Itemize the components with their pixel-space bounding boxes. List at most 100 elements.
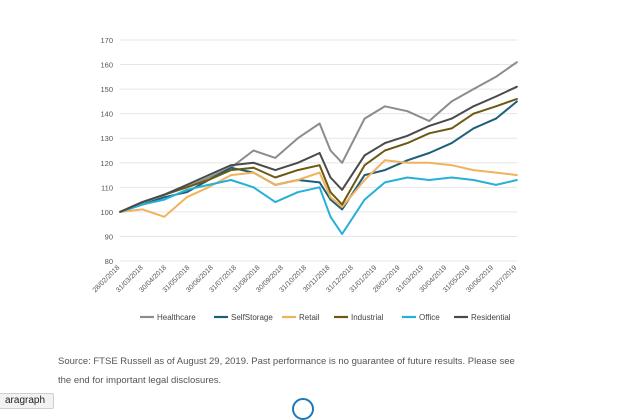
data-point-retail-19 (516, 174, 518, 176)
series-line-office (119, 176, 518, 235)
data-point-industrial-4 (207, 179, 210, 181)
data-point-residential-0 (119, 210, 121, 213)
data-point-selfstorage-9 (318, 181, 321, 184)
data-point-retail-1 (141, 208, 144, 211)
data-point-office-8 (296, 191, 299, 194)
data-point-industrial-8 (296, 169, 299, 172)
data-point-residential-14 (406, 134, 409, 137)
data-point-residential-1 (141, 201, 144, 203)
data-point-selfstorage-18 (495, 117, 497, 120)
data-point-residential-19 (516, 85, 518, 88)
data-point-industrial-15 (428, 132, 431, 135)
data-point-industrial-9 (318, 164, 321, 167)
legend-label-residential: Residential (471, 313, 511, 322)
data-point-residential-6 (252, 161, 255, 164)
data-point-industrial-10 (329, 191, 332, 194)
data-point-retail-10 (329, 196, 332, 199)
series-line-retail (119, 159, 518, 218)
data-point-retail-3 (185, 196, 188, 199)
data-point-healthcare-18 (495, 75, 497, 78)
data-point-healthcare-6 (252, 149, 255, 152)
data-point-selfstorage-2 (163, 196, 166, 199)
y-tick-label-80: 80 (105, 257, 113, 266)
data-point-healthcare-7 (274, 156, 277, 159)
caption-line-2: the end for important legal disclosures. (58, 375, 222, 386)
data-point-healthcare-15 (428, 120, 431, 122)
data-point-selfstorage-5 (230, 166, 232, 169)
y-tick-label-170: 170 (100, 36, 113, 45)
data-point-healthcare-17 (472, 88, 475, 91)
data-point-office-4 (207, 183, 210, 186)
data-point-retail-11 (341, 206, 343, 208)
data-point-retail-12 (363, 179, 366, 181)
source-caption: Source: FTSE Russell as of August 29, 20… (58, 352, 578, 390)
data-point-healthcare-8 (296, 137, 299, 140)
x-axis: 28/02/201831/03/201830/04/201831/05/2018… (92, 264, 519, 294)
data-point-residential-3 (185, 183, 188, 186)
data-point-industrial-7 (274, 176, 277, 179)
data-point-healthcare-16 (450, 100, 453, 103)
data-point-industrial-12 (363, 164, 366, 167)
y-tick-label-140: 140 (100, 110, 113, 119)
data-point-retail-15 (428, 161, 431, 164)
legend-label-industrial: Industrial (351, 313, 384, 322)
data-point-residential-2 (163, 193, 166, 196)
data-point-industrial-17 (472, 112, 475, 115)
data-point-healthcare-10 (329, 149, 332, 152)
y-tick-label-110: 110 (101, 183, 113, 192)
data-point-office-12 (363, 198, 366, 201)
caption-line-1: Source: FTSE Russell as of August 29, 20… (58, 356, 515, 367)
data-point-retail-14 (406, 161, 409, 164)
data-point-office-6 (252, 186, 255, 189)
data-point-retail-9 (318, 171, 321, 174)
data-point-office-17 (472, 179, 475, 181)
data-point-residential-16 (450, 117, 453, 120)
data-point-healthcare-19 (516, 61, 518, 63)
data-point-selfstorage-17 (472, 127, 475, 130)
data-point-healthcare-9 (318, 122, 321, 125)
data-point-office-16 (450, 176, 453, 179)
data-point-residential-15 (428, 125, 431, 127)
data-point-healthcare-13 (384, 105, 386, 108)
data-point-retail-8 (296, 179, 299, 181)
circle-icon[interactable] (292, 398, 314, 420)
data-point-industrial-3 (185, 186, 188, 189)
data-point-office-10 (329, 215, 332, 218)
data-point-residential-8 (296, 161, 299, 164)
data-point-selfstorage-15 (428, 152, 431, 154)
data-point-selfstorage-3 (185, 191, 188, 194)
y-axis: 80 90 100 110 120 130 140 150 160 170 (100, 36, 113, 266)
legend-label-office: Office (419, 313, 440, 322)
chart-svg: 80 90 100 110 120 130 140 150 160 170 28/02/20183… (92, 36, 519, 322)
series-line-selfstorage (119, 100, 518, 213)
data-point-industrial-18 (495, 105, 497, 108)
data-point-retail-13 (384, 159, 386, 162)
data-point-healthcare-4 (207, 176, 210, 179)
data-point-office-18 (495, 183, 497, 186)
data-point-office-11 (341, 233, 343, 235)
data-point-selfstorage-14 (406, 159, 409, 162)
data-point-residential-5 (230, 164, 232, 167)
data-point-office-3 (185, 188, 188, 191)
y-tick-label-100: 100 (100, 208, 113, 217)
data-point-selfstorage-19 (516, 100, 518, 103)
data-point-office-2 (163, 198, 166, 201)
y-tick-label-130: 130 (100, 134, 113, 143)
data-point-industrial-5 (230, 169, 232, 172)
y-tick-label-120: 120 (100, 159, 113, 168)
data-point-office-15 (428, 179, 431, 181)
legend: Healthcare SelfStorage Retail Industrial Off… (140, 313, 511, 322)
data-point-office-7 (274, 201, 277, 203)
y-tick-label-90: 90 (105, 232, 113, 241)
data-point-retail-5 (230, 174, 232, 176)
data-point-residential-11 (341, 188, 343, 191)
data-point-industrial-6 (252, 166, 255, 169)
data-point-industrial-13 (384, 149, 386, 152)
y-tick-label-160: 160 (100, 61, 113, 70)
paragraph-tag[interactable]: aragraph (0, 393, 55, 409)
data-point-retail-7 (274, 183, 277, 186)
data-point-retail-2 (163, 215, 166, 218)
data-point-selfstorage-10 (329, 198, 332, 201)
data-point-healthcare-14 (406, 110, 409, 113)
data-point-retail-4 (207, 186, 210, 189)
